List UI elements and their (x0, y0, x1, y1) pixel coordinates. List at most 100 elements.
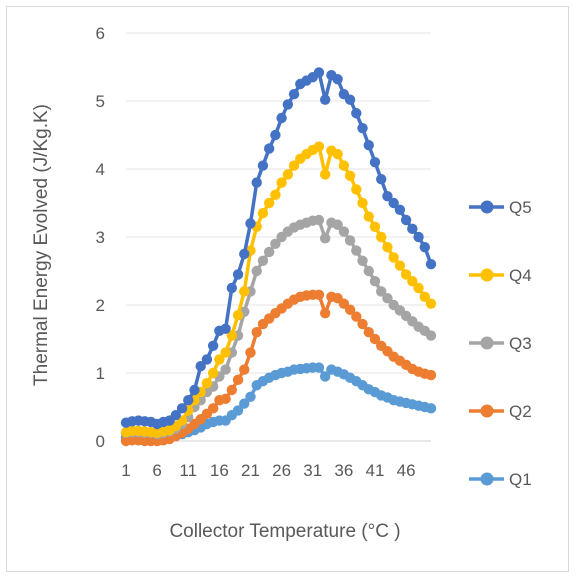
data-point-q5 (394, 204, 406, 215)
data-point-q4 (363, 211, 374, 222)
data-point-q3 (251, 265, 262, 277)
x-tick-label: 26 (272, 461, 291, 480)
legend-item-q5: Q5 (469, 198, 532, 217)
data-point-q4 (419, 291, 430, 303)
data-point-q4 (394, 260, 406, 271)
data-point-q4 (257, 208, 269, 219)
data-point-q5 (189, 384, 200, 396)
data-point-q4 (282, 169, 294, 180)
data-point-q2 (363, 327, 374, 338)
data-point-q2 (369, 333, 381, 345)
data-point-q2 (239, 364, 250, 375)
data-point-q3 (344, 235, 356, 246)
data-point-q5 (363, 140, 374, 151)
data-point-q5 (201, 354, 213, 365)
data-point-q3 (357, 255, 368, 266)
y-tick-label: 0 (96, 432, 105, 451)
data-point-q2 (232, 374, 244, 385)
x-tick-label: 46 (397, 461, 416, 480)
data-point-q5 (176, 403, 188, 414)
x-tick-label: 6 (152, 461, 161, 480)
data-point-q2 (207, 403, 219, 414)
data-point-q5 (251, 177, 262, 188)
data-point-q4 (214, 354, 225, 365)
data-point-q3 (270, 238, 281, 249)
legend-label: Q1 (509, 470, 532, 489)
legend-label: Q2 (509, 402, 532, 421)
data-point-q3 (376, 286, 387, 297)
legend-swatch-marker (480, 404, 494, 418)
legend-item-q1: Q1 (469, 470, 532, 489)
data-point-q3 (351, 245, 362, 256)
data-point-q5 (407, 223, 418, 235)
data-point-q4 (313, 141, 325, 152)
legend-swatch-marker (480, 472, 494, 486)
data-point-q5 (357, 123, 368, 134)
data-point-q3 (313, 214, 325, 226)
legend-item-q4: Q4 (469, 266, 532, 285)
data-point-q3 (338, 226, 350, 237)
data-point-q5 (351, 108, 362, 119)
data-point-q5 (344, 94, 356, 105)
x-tick-label: 11 (179, 461, 197, 480)
y-tick-label: 4 (96, 160, 105, 179)
series-q2 (120, 289, 437, 447)
data-point-q5 (207, 340, 219, 351)
data-point-q4 (207, 367, 219, 379)
data-point-q3 (382, 293, 393, 304)
legend-swatch-marker (480, 268, 494, 282)
data-point-q5 (232, 269, 244, 280)
data-point-q5 (376, 174, 387, 185)
y-tick-label: 5 (96, 92, 105, 111)
x-tick-label: 21 (241, 461, 260, 480)
data-point-q2 (245, 347, 256, 358)
data-point-q5 (319, 94, 331, 105)
data-point-q5 (382, 191, 393, 202)
data-point-q4 (400, 269, 412, 280)
data-point-q5 (419, 242, 430, 253)
data-point-q2 (226, 384, 238, 396)
x-axis-label: Collector Temperature (°C ) (169, 521, 400, 542)
data-point-q4 (376, 231, 387, 243)
x-tick-label: 1 (121, 461, 130, 480)
data-point-q1 (319, 371, 331, 382)
x-tick-label: 16 (210, 461, 229, 480)
data-point-q5 (270, 129, 281, 141)
data-point-q4 (263, 197, 275, 209)
data-point-q5 (400, 214, 412, 226)
data-point-q5 (332, 74, 343, 85)
data-point-q2 (357, 318, 368, 330)
data-point-q4 (388, 252, 399, 263)
data-point-q3 (363, 265, 374, 277)
data-point-q4 (351, 184, 362, 195)
data-point-q5 (245, 218, 256, 229)
data-point-q3 (425, 330, 437, 341)
data-point-q4 (220, 347, 231, 358)
x-tick-labels: 1 6 11 16 21 26 31 36 41 46 (121, 461, 415, 480)
data-point-q3 (263, 246, 275, 258)
data-point-q5 (425, 259, 437, 270)
data-point-q1 (239, 398, 250, 409)
legend-label: Q5 (509, 198, 532, 217)
x-tick-label: 41 (366, 461, 385, 480)
data-point-q2 (313, 289, 325, 300)
data-point-q5 (257, 160, 269, 171)
data-point-q4 (332, 148, 343, 160)
data-point-q3 (319, 233, 331, 244)
data-point-q1 (313, 362, 325, 373)
data-point-q4 (425, 298, 437, 309)
data-point-q2 (425, 369, 437, 381)
data-point-q4 (407, 276, 418, 287)
x-tick-label: 36 (334, 461, 353, 480)
data-point-q4 (319, 169, 331, 180)
data-point-q5 (282, 99, 294, 110)
data-point-q5 (288, 89, 300, 100)
data-point-q5 (195, 361, 206, 372)
data-point-q4 (357, 197, 368, 209)
series-q5 (120, 67, 437, 430)
y-tick-label: 1 (96, 364, 105, 383)
legend-swatch-marker (480, 200, 494, 214)
data-point-q2 (220, 393, 231, 405)
